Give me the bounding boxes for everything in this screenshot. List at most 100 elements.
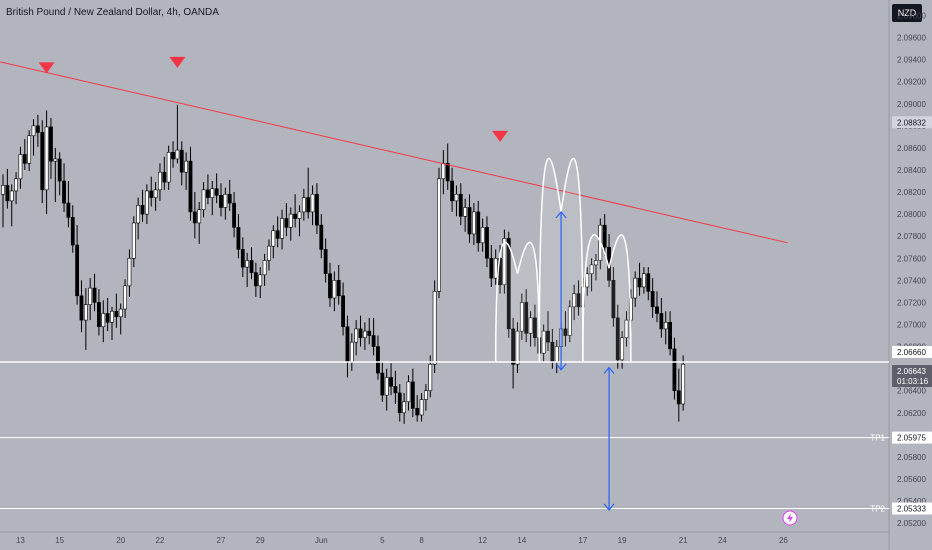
candle-body bbox=[127, 257, 132, 287]
candle-body bbox=[35, 125, 40, 133]
candle-body bbox=[389, 377, 393, 387]
chart-title: British Pound / New Zealand Dollar, 4h, … bbox=[6, 7, 219, 18]
current-price-countdown: 01:03:16 bbox=[897, 377, 929, 386]
candle-body bbox=[219, 195, 223, 208]
candle-body bbox=[354, 328, 359, 343]
pattern-arc bbox=[494, 241, 541, 363]
candle-body bbox=[511, 328, 516, 365]
candle-body bbox=[267, 245, 271, 261]
candle-body bbox=[432, 291, 437, 365]
candle-body bbox=[53, 158, 58, 162]
time-tick-label: 17 bbox=[578, 536, 587, 545]
candle-body bbox=[210, 188, 215, 198]
candle-body bbox=[454, 193, 459, 202]
candle-body bbox=[201, 189, 206, 211]
candle-body bbox=[450, 180, 454, 202]
candle-body bbox=[642, 273, 646, 288]
time-tick-label: 15 bbox=[55, 536, 64, 545]
tp1-tag: 2.05975 bbox=[897, 434, 926, 443]
candle-body bbox=[668, 321, 672, 350]
price-tag: 2.08832 bbox=[897, 118, 926, 127]
candle-body bbox=[349, 341, 354, 363]
time-tick-label: 5 bbox=[380, 536, 385, 545]
candle-body bbox=[88, 287, 93, 305]
marker-triangle bbox=[169, 56, 186, 68]
candle-body bbox=[633, 277, 638, 299]
candle-body bbox=[79, 295, 84, 321]
price-tick-label: 2.09400 bbox=[897, 56, 926, 65]
candle-body bbox=[471, 211, 476, 235]
candle-body bbox=[576, 293, 581, 308]
current-price-tag-bg bbox=[892, 365, 932, 388]
price-tag-bg bbox=[892, 116, 932, 129]
candle-body bbox=[153, 189, 158, 198]
level-tag: 2.06660 bbox=[897, 348, 926, 357]
candle-body bbox=[384, 377, 389, 396]
time-tick-label: 12 bbox=[478, 536, 487, 545]
candle-body bbox=[624, 319, 629, 339]
candle-body bbox=[40, 132, 45, 191]
lightning-glyph bbox=[787, 513, 793, 523]
candle-body bbox=[197, 209, 202, 224]
candle-body bbox=[123, 285, 127, 310]
candle-body bbox=[223, 193, 228, 208]
grid bbox=[0, 0, 890, 550]
time-axis[interactable]: 13 15 20 22 27 29 Jun 5 8 12 14 17 19 21 24 26 bbox=[16, 536, 788, 545]
time-tick-label: 19 bbox=[618, 536, 627, 545]
price-tick-label: 2.05200 bbox=[897, 519, 926, 528]
candle-body bbox=[546, 330, 550, 343]
candle-body bbox=[66, 202, 71, 218]
candle-body bbox=[463, 207, 468, 217]
time-tick-label: 13 bbox=[16, 536, 25, 545]
candle-body bbox=[62, 180, 66, 204]
candle-body bbox=[515, 330, 520, 365]
currency-badge[interactable]: NZD bbox=[892, 4, 922, 22]
candle-body bbox=[315, 193, 319, 226]
time-tick-label: 24 bbox=[718, 536, 727, 545]
price-tick-label: 2.08200 bbox=[897, 188, 926, 197]
arrow-head-top bbox=[555, 210, 567, 219]
price-tick-label: 2.09000 bbox=[897, 100, 926, 109]
candle-body bbox=[594, 260, 598, 266]
candle-body bbox=[458, 193, 463, 217]
candle-body bbox=[376, 346, 380, 374]
candle-body bbox=[341, 295, 345, 328]
price-tick-label: 2.07000 bbox=[897, 320, 926, 329]
candle-body bbox=[131, 222, 136, 259]
candle-body bbox=[236, 227, 241, 250]
candle-body bbox=[567, 306, 572, 336]
candle-body bbox=[402, 401, 407, 414]
candle-body bbox=[589, 264, 594, 275]
candle-body bbox=[493, 257, 498, 279]
candle-body bbox=[336, 280, 341, 297]
candle-body bbox=[253, 272, 258, 287]
time-tick-label: 26 bbox=[779, 536, 788, 545]
candle-body bbox=[44, 126, 49, 191]
candle-body bbox=[611, 280, 616, 319]
candle-body bbox=[280, 218, 284, 239]
price-tick-label: 2.09600 bbox=[897, 34, 926, 43]
price-tick-label: 2.08000 bbox=[897, 210, 926, 219]
candle-body bbox=[319, 224, 324, 250]
candle-body bbox=[245, 260, 250, 268]
candle-body bbox=[650, 291, 655, 308]
candle-body bbox=[602, 224, 607, 248]
candle-body bbox=[310, 193, 315, 213]
candle-body bbox=[476, 211, 481, 244]
candle-body bbox=[572, 293, 577, 308]
pattern-arc bbox=[582, 234, 632, 363]
time-tick-label: 21 bbox=[679, 536, 688, 545]
candle-body bbox=[480, 227, 485, 244]
price-tick-label: 2.06400 bbox=[897, 387, 926, 396]
candle-body bbox=[275, 230, 280, 239]
candle-body bbox=[214, 188, 219, 196]
candle-body bbox=[415, 408, 420, 416]
candle-body bbox=[524, 302, 529, 334]
candle-body bbox=[9, 190, 14, 202]
candle-body bbox=[288, 213, 293, 228]
candle-body bbox=[485, 227, 489, 259]
candle-body bbox=[419, 399, 424, 416]
price-axis[interactable]: 2.052002.054002.056002.058002.060002.062… bbox=[897, 11, 926, 528]
candle-body bbox=[27, 135, 32, 164]
